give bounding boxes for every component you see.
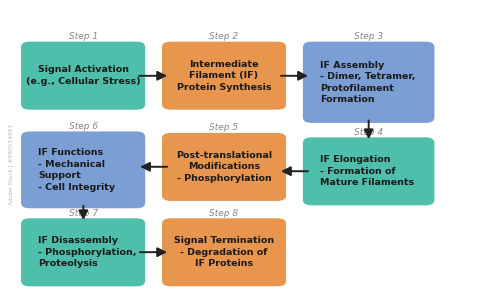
Text: Step 2: Step 2 — [210, 32, 238, 41]
Text: Post-translational
Modifications
- Phosphorylation: Post-translational Modifications - Phosp… — [176, 151, 272, 183]
Text: Step 6: Step 6 — [68, 122, 98, 131]
Text: Step 8: Step 8 — [210, 209, 238, 218]
Text: Step 7: Step 7 — [68, 209, 98, 218]
FancyBboxPatch shape — [21, 131, 145, 208]
FancyBboxPatch shape — [21, 42, 145, 110]
FancyBboxPatch shape — [21, 218, 145, 286]
FancyBboxPatch shape — [162, 133, 286, 201]
Text: Step 5: Step 5 — [210, 123, 238, 132]
Text: Signal Termination
- Degradation of
IF Proteins: Signal Termination - Degradation of IF P… — [174, 236, 274, 268]
Text: Intermediate
Filament (IF)
Protein Synthesis: Intermediate Filament (IF) Protein Synth… — [177, 60, 272, 92]
Text: Adobe Stock | #890554991: Adobe Stock | #890554991 — [9, 124, 15, 205]
Text: Step 1: Step 1 — [68, 32, 98, 41]
Text: IF Functions
- Mechanical
Support
- Cell Integrity: IF Functions - Mechanical Support - Cell… — [38, 148, 115, 191]
FancyBboxPatch shape — [303, 137, 434, 206]
Text: Step 3: Step 3 — [354, 32, 383, 41]
Text: IF Assembly
- Dimer, Tetramer,
Protofilament
Formation: IF Assembly - Dimer, Tetramer, Protofila… — [320, 61, 415, 104]
FancyBboxPatch shape — [162, 42, 286, 110]
FancyBboxPatch shape — [303, 42, 434, 123]
FancyBboxPatch shape — [162, 218, 286, 286]
Text: Signal Activation
(e.g., Cellular Stress): Signal Activation (e.g., Cellular Stress… — [26, 65, 140, 86]
Text: IF Disassembly
- Phosphorylation,
Proteolysis: IF Disassembly - Phosphorylation, Proteo… — [38, 236, 136, 268]
Text: IF Elongation
- Formation of
Mature Filaments: IF Elongation - Formation of Mature Fila… — [320, 155, 414, 187]
Text: Step 4: Step 4 — [354, 128, 383, 137]
